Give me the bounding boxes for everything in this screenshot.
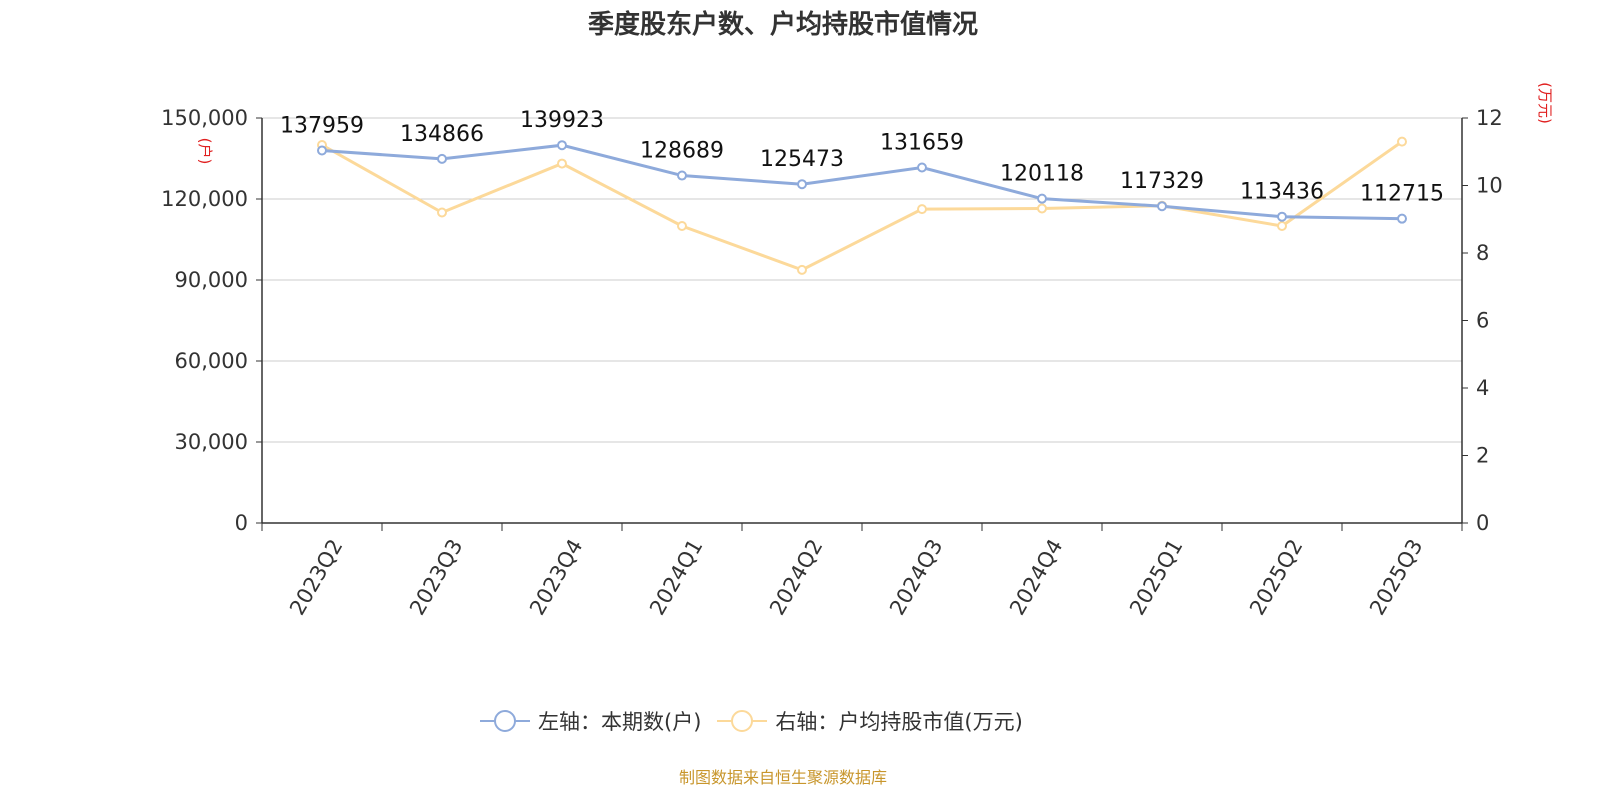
data-label: 139923 — [520, 108, 604, 133]
right-axis-tick-label: 8 — [1476, 241, 1489, 265]
x-axis-tick-label: 2023Q2 — [285, 535, 347, 619]
left-axis-unit: (户) — [196, 138, 214, 165]
series-point-1 — [437, 207, 447, 218]
left-axis-tick-label: 120,000 — [161, 187, 248, 211]
left-axis-tick-label: 150,000 — [161, 106, 248, 130]
right-axis-tick-label: 2 — [1476, 444, 1489, 468]
data-label: 112715 — [1360, 182, 1444, 207]
x-axis-tick-label: 2024Q2 — [765, 535, 827, 619]
data-label: 131659 — [880, 131, 964, 156]
x-axis-tick-label: 2025Q2 — [1245, 535, 1307, 619]
series-point-1 — [1037, 203, 1047, 214]
series-point-0 — [917, 162, 927, 173]
right-axis-tick-label: 6 — [1476, 309, 1489, 333]
left-axis-tick-label: 90,000 — [175, 268, 248, 292]
series-point-0 — [557, 140, 567, 151]
series-point-0 — [437, 153, 447, 164]
series-line-0 — [321, 143, 1403, 221]
right-axis-tick-label: 4 — [1476, 376, 1489, 400]
series-point-0 — [1397, 213, 1407, 224]
legend-marker-avg-value — [717, 710, 768, 732]
series-point-0 — [797, 179, 807, 190]
x-axis-tick-label: 2025Q1 — [1125, 535, 1187, 619]
data-label: 128689 — [640, 139, 724, 164]
legend-item-households[interactable]: 左轴：本期数(户) — [480, 706, 701, 736]
series-point-0 — [317, 145, 327, 156]
series-point-1 — [1277, 221, 1287, 231]
left-axis-tick-label: 30,000 — [175, 430, 248, 454]
left-axis-tick-label: 0 — [235, 511, 248, 535]
series-point-1 — [677, 221, 687, 231]
data-label: 134866 — [400, 122, 484, 147]
series-point-0 — [1277, 211, 1287, 222]
series-point-0 — [1037, 193, 1047, 204]
x-axis-tick-label: 2023Q3 — [405, 535, 467, 619]
legend-item-avg-value[interactable]: 右轴：户均持股市值(万元) — [717, 706, 1023, 736]
data-label: 137959 — [280, 114, 364, 139]
right-axis-tick-label: 10 — [1476, 174, 1503, 198]
right-axis-unit: (万元) — [1536, 82, 1554, 124]
data-label: 113436 — [1240, 180, 1324, 205]
series-point-1 — [797, 264, 807, 275]
x-axis-tick-label: 2023Q4 — [525, 535, 587, 619]
data-label: 125473 — [760, 147, 844, 172]
series-point-1 — [557, 158, 567, 169]
legend: 左轴：本期数(户) 右轴：户均持股市值(万元) — [480, 706, 1039, 736]
data-label: 117329 — [1120, 169, 1204, 194]
x-axis-tick-label: 2024Q3 — [885, 535, 947, 619]
chart-title: 季度股东户数、户均持股市值情况 — [587, 10, 978, 40]
series-point-1 — [1397, 136, 1407, 147]
right-axis-tick-label: 12 — [1476, 106, 1503, 130]
x-axis-tick-label: 2024Q1 — [645, 535, 707, 619]
series-point-0 — [677, 170, 687, 181]
x-axis-tick-label: 2024Q4 — [1005, 535, 1067, 619]
x-axis-tick-label: 2025Q3 — [1365, 535, 1427, 619]
series-point-1 — [917, 204, 927, 215]
legend-label-households: 左轴：本期数(户) — [538, 710, 702, 734]
left-axis-tick-label: 60,000 — [175, 349, 248, 373]
legend-marker-households — [480, 710, 530, 732]
right-axis-tick-label: 0 — [1476, 511, 1489, 535]
source-note: 制图数据来自恒生聚源数据库 — [678, 768, 887, 787]
series-line-1 — [321, 140, 1403, 272]
data-label: 120118 — [1000, 162, 1084, 187]
series-point-0 — [1157, 201, 1167, 212]
legend-label-avg-value: 右轴：户均持股市值(万元) — [775, 710, 1023, 734]
